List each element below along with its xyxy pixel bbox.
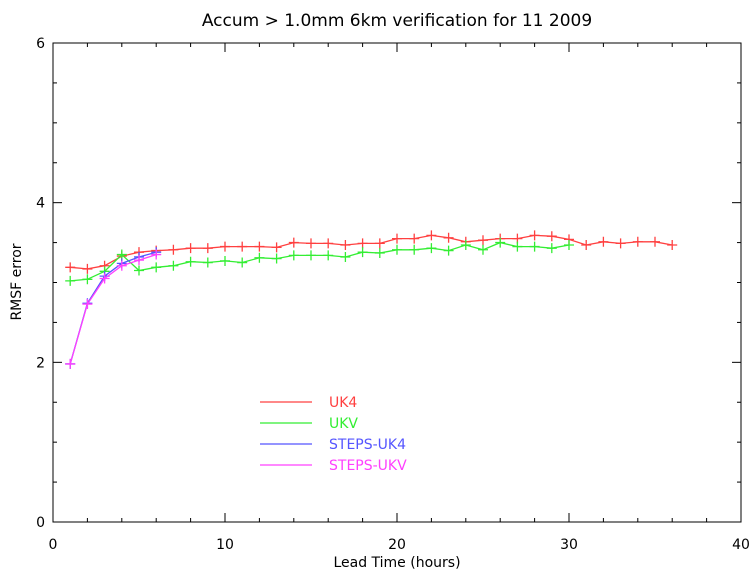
data-point-ukv xyxy=(220,255,230,266)
data-point-uk4 xyxy=(65,262,76,273)
data-point-uk4 xyxy=(546,231,557,242)
data-point-uk4 xyxy=(82,263,93,274)
y-axis-label: RMSF error xyxy=(9,243,25,320)
data-point-steps-ukv xyxy=(99,273,110,284)
legend-label-uk4: UK4 xyxy=(329,395,357,411)
data-point-uk4 xyxy=(323,238,334,249)
legend-label-steps-ukv: STEPS-UKV xyxy=(329,458,407,474)
data-point-ukv xyxy=(116,249,127,260)
data-point-steps-ukv xyxy=(134,255,144,266)
data-point-uk4 xyxy=(168,244,179,255)
series-line-ukv xyxy=(70,241,570,282)
data-point-uk4 xyxy=(374,238,385,249)
data-point-uk4 xyxy=(667,239,678,250)
data-point-ukv xyxy=(409,244,420,255)
data-point-ukv xyxy=(288,250,299,261)
data-point-uk4 xyxy=(529,230,540,241)
data-point-uk4 xyxy=(409,233,420,244)
data-point-ukv xyxy=(306,250,316,261)
data-point-ukv xyxy=(168,260,179,271)
y-tick-label: 0 xyxy=(36,515,45,531)
data-point-uk4 xyxy=(271,242,282,253)
data-point-ukv xyxy=(546,243,557,254)
data-point-ukv xyxy=(134,265,144,276)
data-point-ukv xyxy=(340,251,351,262)
series-group xyxy=(65,230,678,369)
x-tick-label: 20 xyxy=(388,537,406,553)
data-point-steps-ukv xyxy=(65,358,76,369)
data-point-ukv xyxy=(564,239,574,250)
data-point-uk4 xyxy=(340,239,351,250)
data-point-uk4 xyxy=(237,241,248,252)
data-point-steps-ukv xyxy=(82,299,93,310)
data-point-uk4 xyxy=(632,236,643,247)
x-tick-label: 0 xyxy=(49,537,58,553)
y-tick-label: 4 xyxy=(36,196,45,212)
data-point-ukv xyxy=(323,250,334,261)
data-point-ukv xyxy=(82,274,93,285)
x-tick-label: 30 xyxy=(560,537,578,553)
data-point-uk4 xyxy=(288,237,299,248)
series-line-steps-ukv xyxy=(69,253,157,365)
data-point-ukv xyxy=(151,262,162,273)
data-point-ukv xyxy=(185,256,196,267)
data-point-uk4 xyxy=(185,243,196,254)
legend: UK4 UKV STEPS-UK4 STEPS-UKV xyxy=(260,395,407,474)
data-point-ukv xyxy=(374,247,385,258)
data-point-ukv xyxy=(478,244,488,255)
y-tick-label: 6 xyxy=(36,36,45,52)
data-point-ukv xyxy=(254,252,265,263)
data-point-ukv xyxy=(426,243,437,254)
data-point-uk4 xyxy=(357,238,368,249)
data-point-ukv xyxy=(460,239,471,250)
data-point-ukv xyxy=(357,247,368,258)
x-axis-label: Lead Time (hours) xyxy=(333,555,460,571)
data-point-uk4 xyxy=(220,241,230,252)
legend-label-ukv: UKV xyxy=(329,416,358,432)
data-point-ukv xyxy=(202,257,213,268)
data-point-uk4 xyxy=(392,233,402,244)
data-point-ukv xyxy=(495,237,506,248)
legend-label-steps-uk4: STEPS-UK4 xyxy=(329,437,406,453)
data-point-uk4 xyxy=(615,238,626,249)
data-point-ukv xyxy=(529,241,540,252)
data-point-steps-ukv xyxy=(151,249,162,260)
data-point-uk4 xyxy=(581,239,592,250)
axis-ticks xyxy=(52,42,742,523)
data-point-uk4 xyxy=(598,236,609,247)
axis-tick-labels: 0 10 20 30 40 0 2 4 6 xyxy=(36,36,750,553)
data-point-uk4 xyxy=(202,243,213,254)
data-point-ukv xyxy=(443,245,454,256)
data-point-uk4 xyxy=(443,232,454,243)
data-point-ukv xyxy=(271,253,282,264)
data-point-ukv xyxy=(65,275,76,286)
x-tick-label: 40 xyxy=(732,537,750,553)
data-point-ukv xyxy=(512,241,523,252)
data-point-uk4 xyxy=(254,241,265,252)
y-tick-label: 2 xyxy=(36,355,45,371)
chart-title: Accum > 1.0mm 6km verification for 11 20… xyxy=(202,11,592,31)
data-point-uk4 xyxy=(426,230,437,241)
x-tick-label: 10 xyxy=(216,537,234,553)
data-point-ukv xyxy=(392,244,402,255)
data-point-uk4 xyxy=(650,236,660,247)
data-point-uk4 xyxy=(306,238,316,249)
data-point-uk4 xyxy=(478,235,488,246)
data-point-steps-ukv xyxy=(116,260,127,271)
data-point-ukv xyxy=(237,257,248,268)
